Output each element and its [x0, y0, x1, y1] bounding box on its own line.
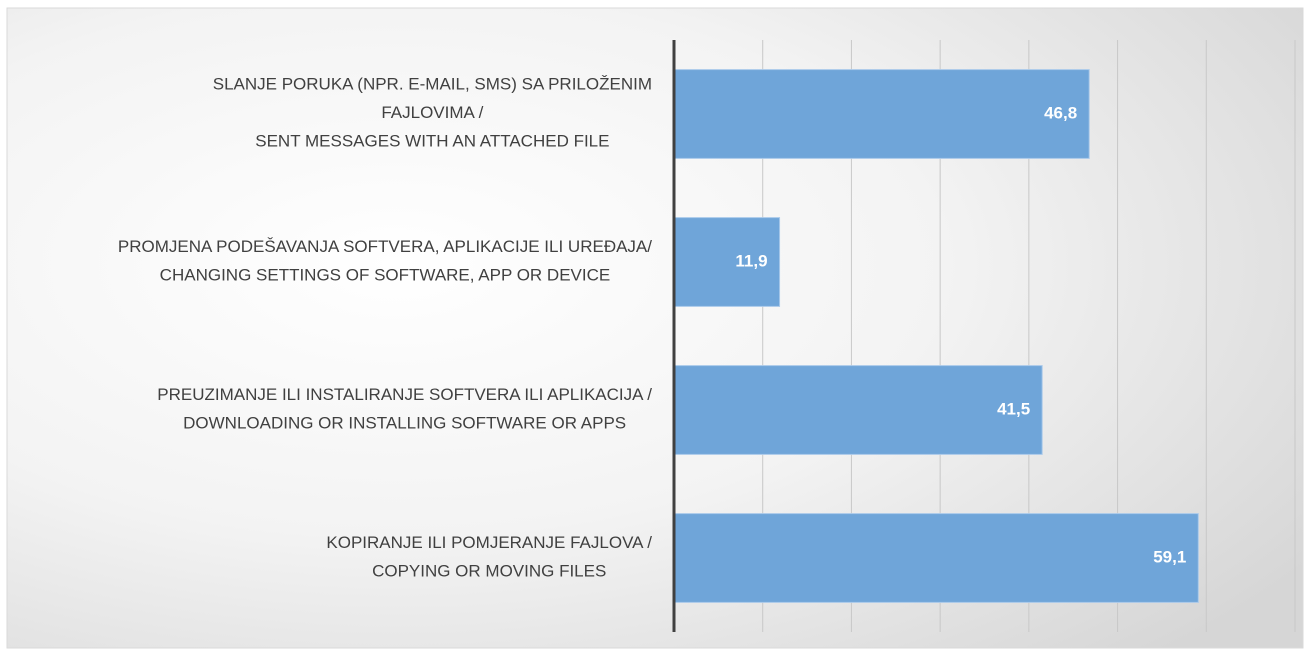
value-label: 41,5 [997, 399, 1030, 418]
y-tick-label: SLANJE PORUKA (NPR. E-MAIL, SMS) SA PRIL… [213, 75, 652, 151]
bar [673, 69, 1090, 159]
bar [673, 217, 781, 307]
label-line: CHANGING SETTINGS OF SOFTWARE, APP OR DE… [160, 266, 611, 285]
label-line: PROMJENA PODEŠAVANJA SOFTVERA, APLIKACIJ… [118, 237, 652, 256]
label-line: SENT MESSAGES WITH AN ATTACHED FILE [255, 132, 609, 151]
label-line: COPYING OR MOVING FILES [372, 562, 606, 581]
value-label: 59,1 [1153, 547, 1186, 566]
y-tick-label: KOPIRANJE ILI POMJERANJE FAJLOVA / COPYIN… [326, 533, 652, 581]
bar [673, 513, 1199, 603]
label-line: SLANJE PORUKA (NPR. E-MAIL, SMS) SA PRIL… [213, 75, 652, 94]
label-line: KOPIRANJE ILI POMJERANJE FAJLOVA / [326, 533, 652, 552]
label-line: FAJLOVIMA / [381, 103, 483, 122]
y-tick-label: PREUZIMANJE ILI INSTALIRANJE SOFTVERA IL… [157, 385, 652, 433]
value-label: 46,8 [1044, 103, 1077, 122]
y-tick-label: PROMJENA PODEŠAVANJA SOFTVERA, APLIKACIJ… [118, 237, 652, 285]
label-line: DOWNLOADING OR INSTALLING SOFTWARE OR AP… [183, 414, 626, 433]
bar [673, 365, 1043, 455]
value-label: 11,9 [735, 251, 767, 270]
label-line: PREUZIMANJE ILI INSTALIRANJE SOFTVERA IL… [157, 385, 652, 404]
